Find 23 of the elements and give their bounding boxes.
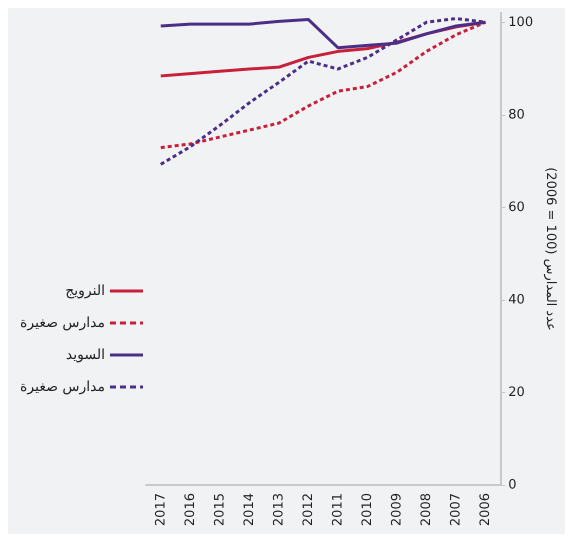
x-tick-label: 2007	[448, 493, 464, 526]
y-tick-label: 100	[508, 14, 534, 30]
y-tick-label: 40	[508, 292, 525, 308]
y-tick-label: 20	[508, 384, 525, 400]
x-tick-label: 2013	[271, 493, 286, 526]
x-tick-label: 2010	[360, 493, 375, 526]
x-tick-label: 2008	[418, 493, 434, 526]
x-tick-label: 2012	[300, 493, 316, 526]
y-axis-title: عدد المدارس (100 = 2006)	[543, 167, 558, 331]
y-tick-label: 80	[508, 107, 525, 122]
x-tick-label: 2009	[389, 493, 404, 526]
y-tick-label: 0	[508, 478, 517, 492]
x-tick-label: 2014	[242, 493, 257, 526]
x-tick-label: 2016	[182, 493, 198, 526]
legend-label: مدارس صغيرة	[20, 315, 105, 331]
legend-label: النرويج	[65, 283, 105, 299]
y-tick-label: 60	[508, 200, 525, 215]
legend-label: السويد	[66, 347, 105, 363]
x-tick-label: 2015	[212, 493, 228, 526]
legend-label: مدارس صغيرة	[20, 379, 105, 395]
x-tick-label: 2017	[153, 493, 168, 526]
x-tick-label: 2006	[478, 493, 494, 526]
x-tick-label: 2011	[330, 493, 346, 526]
